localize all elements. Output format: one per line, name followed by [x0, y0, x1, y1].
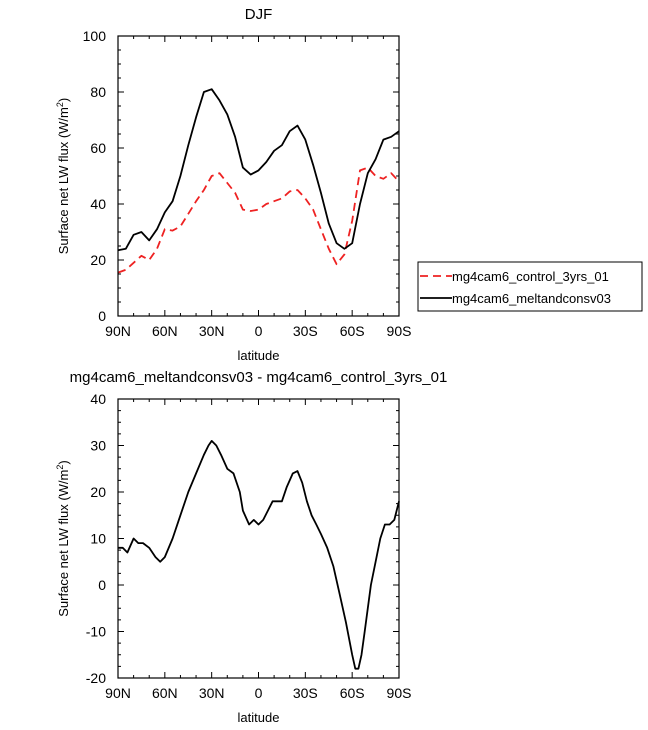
- x-tick-label: 30N: [199, 685, 225, 701]
- legend-box: [417, 261, 643, 312]
- y-tick-label: 30: [90, 438, 106, 454]
- x-tick-label: 90N: [105, 685, 131, 701]
- chart-title: mg4cam6_meltandconsv03 - mg4cam6_control…: [70, 369, 448, 386]
- series-line-0: [117, 166, 400, 274]
- x-tick-label: 90S: [387, 685, 412, 701]
- y-tick-label: 60: [90, 140, 106, 156]
- y-tick-label: 20: [90, 252, 106, 268]
- y-axis-title-sup: 2: [55, 465, 65, 470]
- y-axis-title-main: Surface net LW flux (W/m: [56, 470, 71, 617]
- y-axis-title-main: Surface net LW flux (W/m: [56, 107, 71, 254]
- x-tick-label: 30N: [199, 323, 225, 339]
- y-tick-label: 20: [90, 484, 106, 500]
- y-tick-label: 40: [90, 391, 106, 407]
- y-axis-title-end: ): [56, 460, 71, 464]
- legend-label-1: mg4cam6_meltandconsv03: [452, 291, 611, 306]
- x-tick-label: 0: [255, 685, 263, 701]
- x-axis-title: latitude: [238, 348, 280, 363]
- y-tick-label: 80: [90, 84, 106, 100]
- y-tick-label: 10: [90, 531, 106, 547]
- y-axis-title-end: ): [56, 98, 71, 102]
- y-tick-label: -10: [86, 624, 106, 640]
- x-axis-title: latitude: [238, 710, 280, 725]
- chart-title: DJF: [245, 6, 273, 23]
- plot-frame: [117, 35, 400, 317]
- y-tick-label: 100: [83, 28, 107, 44]
- chart-bottom: 90N 60N 30N 0 30S 60S 90S -20 -10 0 10 20 30 40 mg4cam…: [55, 369, 447, 725]
- plot-frame: [117, 398, 400, 679]
- legend-label-0: mg4cam6_control_3yrs_01: [452, 269, 609, 284]
- x-tick-label: 60N: [152, 685, 178, 701]
- x-tick-label: 30S: [293, 685, 318, 701]
- x-tick-label: 60S: [340, 323, 365, 339]
- y-axis-title: Surface net LW flux (W/m2): [55, 98, 71, 255]
- chart-top: 90N 60N 30N 0 30S 60S 90S 0 20 40 60 80 100 DJF latitu…: [55, 6, 411, 363]
- x-tick-label: 90N: [105, 323, 131, 339]
- x-tick-label: 60S: [340, 685, 365, 701]
- x-tick-label: 90S: [387, 323, 412, 339]
- x-tick-label: 30S: [293, 323, 318, 339]
- x-tick-label: 0: [255, 323, 263, 339]
- legend: mg4cam6_control_3yrs_01 mg4cam6_meltandco…: [417, 261, 643, 312]
- x-tick-label: 60N: [152, 323, 178, 339]
- y-tick-label: 0: [98, 577, 106, 593]
- y-axis-title: Surface net LW flux (W/m2): [55, 460, 71, 617]
- y-tick-label: 40: [90, 196, 106, 212]
- y-tick-label: 0: [98, 308, 106, 324]
- y-tick-label: -20: [86, 670, 106, 686]
- y-axis-title-sup: 2: [55, 102, 65, 107]
- series-line-1: [117, 88, 400, 252]
- series-line-0: [118, 440, 400, 670]
